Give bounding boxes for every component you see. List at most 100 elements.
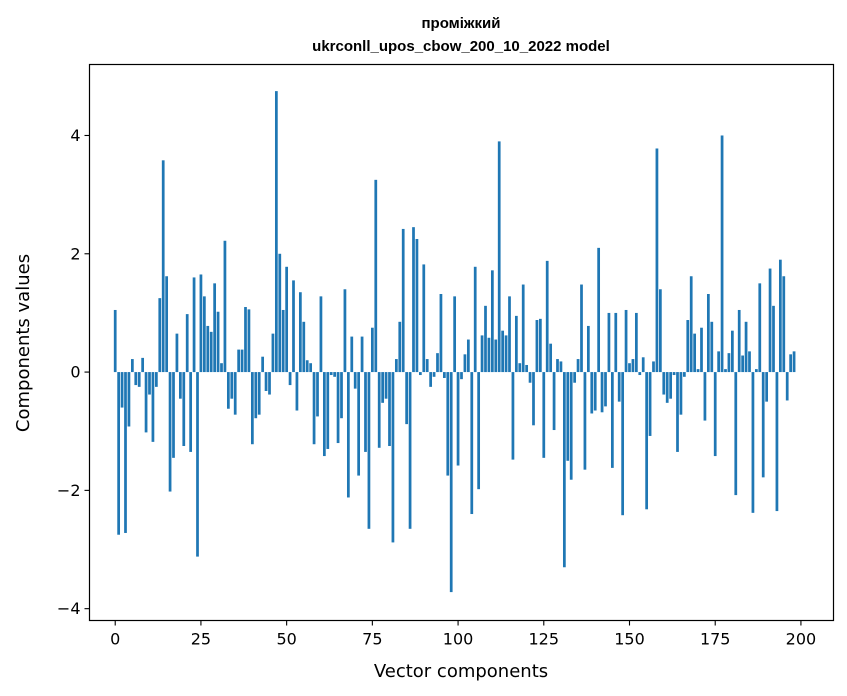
bar	[367, 372, 371, 529]
bar	[617, 372, 621, 402]
bar	[209, 331, 213, 373]
bar	[240, 349, 244, 373]
bar	[388, 372, 391, 447]
bar	[144, 372, 148, 433]
bar	[415, 238, 419, 373]
bar	[545, 260, 549, 373]
bar	[508, 296, 511, 373]
bar	[370, 327, 374, 373]
bar	[319, 296, 323, 373]
bar	[778, 259, 782, 373]
x-tick-label: 125	[529, 630, 560, 649]
bar	[148, 372, 151, 395]
bar	[422, 264, 426, 373]
bar	[556, 359, 559, 373]
y-axis-ticks: −4 −2 0 2 4	[57, 126, 90, 618]
bar	[528, 372, 532, 383]
bar	[329, 372, 333, 376]
bar	[734, 372, 738, 496]
x-tick-label: 175	[700, 630, 731, 649]
bar	[538, 318, 542, 373]
bar	[278, 253, 282, 373]
bar	[429, 372, 433, 387]
bar	[134, 372, 138, 386]
y-tick-label: 2	[70, 244, 80, 263]
bar	[679, 372, 683, 415]
bar	[398, 321, 402, 373]
x-tick-label: 25	[191, 630, 211, 649]
bar	[185, 314, 189, 373]
bar	[576, 359, 580, 373]
bar	[621, 372, 625, 516]
bar	[580, 284, 583, 373]
bar	[583, 372, 587, 470]
bar	[298, 292, 302, 373]
bar	[693, 333, 697, 373]
plot-frame	[88, 63, 835, 622]
bar	[257, 372, 261, 415]
bar	[384, 372, 388, 399]
x-tick-label: 150	[614, 630, 645, 649]
bar	[288, 372, 292, 386]
bar	[521, 284, 525, 373]
bar	[120, 372, 124, 408]
bar	[525, 364, 529, 373]
bar	[593, 372, 597, 411]
bar	[604, 372, 607, 407]
bar	[511, 372, 515, 460]
bar	[175, 333, 179, 373]
bar	[559, 361, 563, 373]
bar	[233, 372, 237, 415]
bar	[223, 240, 227, 373]
x-axis-ticks: 0 25 50 75 100 125 150 175 200	[110, 620, 816, 649]
bar	[196, 372, 199, 557]
y-tick-label: −4	[57, 599, 81, 618]
bar	[665, 372, 669, 403]
bar	[264, 372, 268, 391]
bar	[532, 372, 535, 426]
bar	[206, 325, 210, 373]
bar	[490, 270, 494, 373]
x-tick-label: 50	[276, 630, 296, 649]
bar	[730, 330, 734, 373]
bar	[309, 363, 313, 373]
bar	[700, 327, 703, 373]
bar	[669, 372, 673, 399]
bar	[463, 354, 467, 373]
y-tick-label: −2	[57, 481, 81, 500]
bar	[761, 372, 765, 478]
bar	[151, 372, 155, 442]
bar	[117, 372, 121, 535]
bar	[573, 372, 577, 383]
bar	[765, 372, 769, 402]
bar	[350, 336, 354, 373]
bar	[302, 321, 306, 373]
bar	[645, 372, 649, 510]
bar	[634, 312, 638, 373]
x-tick-label: 75	[362, 630, 382, 649]
bar	[600, 372, 604, 413]
bar	[703, 372, 707, 421]
bar	[244, 307, 247, 373]
bar	[566, 372, 570, 461]
bar	[172, 372, 175, 458]
bar	[549, 343, 553, 373]
bar	[785, 372, 789, 401]
bar	[281, 309, 285, 373]
bar	[124, 372, 127, 533]
bar-series	[113, 91, 796, 593]
bar	[425, 359, 429, 373]
bar	[199, 274, 203, 373]
bar	[254, 372, 258, 419]
bar	[607, 312, 611, 373]
bar	[460, 372, 463, 380]
bar	[374, 179, 378, 373]
bar	[480, 335, 484, 373]
bar	[377, 372, 381, 448]
bar	[562, 372, 566, 568]
bar	[789, 354, 793, 373]
bar	[772, 305, 775, 373]
chart-title-line1: проміжкий	[421, 15, 500, 32]
bar	[758, 283, 762, 373]
bar	[237, 349, 241, 373]
